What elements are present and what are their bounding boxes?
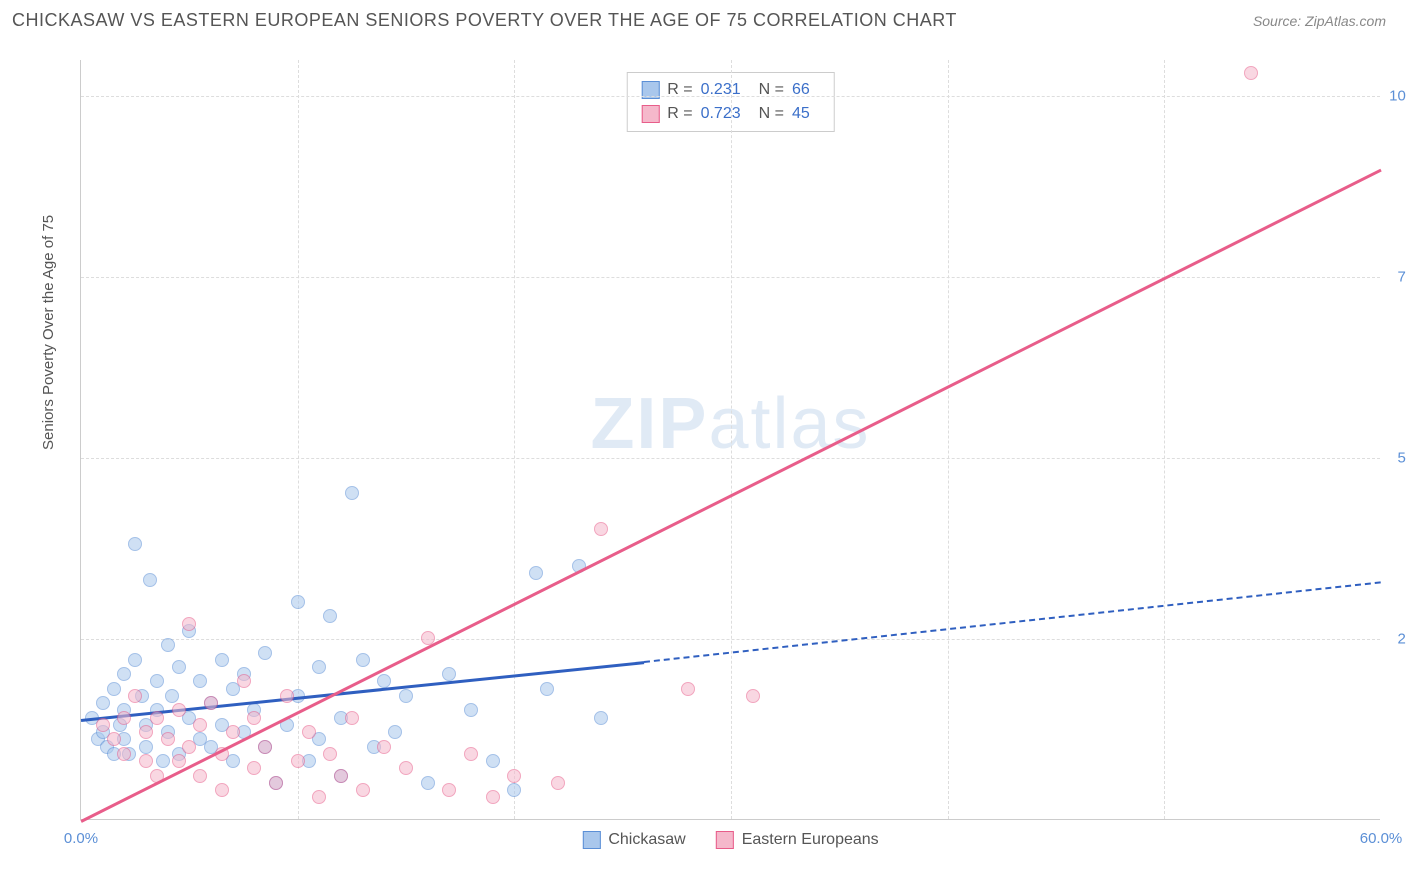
data-point bbox=[486, 754, 500, 768]
chart-header: CHICKASAW VS EASTERN EUROPEAN SENIORS PO… bbox=[0, 0, 1406, 36]
data-point bbox=[356, 653, 370, 667]
data-point bbox=[182, 617, 196, 631]
data-point bbox=[540, 682, 554, 696]
data-point bbox=[247, 711, 261, 725]
series-legend: Chickasaw Eastern Europeans bbox=[582, 831, 878, 849]
data-point bbox=[237, 674, 251, 688]
gridline-vertical bbox=[1164, 60, 1165, 819]
data-point bbox=[182, 740, 196, 754]
data-point bbox=[345, 486, 359, 500]
data-point bbox=[681, 682, 695, 696]
data-point bbox=[139, 725, 153, 739]
data-point bbox=[280, 689, 294, 703]
gridline-vertical bbox=[298, 60, 299, 819]
data-point bbox=[1244, 66, 1258, 80]
data-point bbox=[464, 703, 478, 717]
scatter-chart: Seniors Poverty Over the Age of 75 ZIPat… bbox=[50, 50, 1390, 840]
data-point bbox=[291, 754, 305, 768]
data-point bbox=[172, 754, 186, 768]
data-point bbox=[193, 769, 207, 783]
data-point bbox=[464, 747, 478, 761]
data-point bbox=[107, 682, 121, 696]
plot-region: ZIPatlas R = 0.231 N = 66 R = 0.723 N = … bbox=[80, 60, 1380, 820]
gridline-vertical bbox=[514, 60, 515, 819]
data-point bbox=[156, 754, 170, 768]
swatch-eastern-europeans bbox=[716, 831, 734, 849]
data-point bbox=[128, 653, 142, 667]
data-point bbox=[117, 747, 131, 761]
data-point bbox=[345, 711, 359, 725]
data-point bbox=[204, 696, 218, 710]
data-point bbox=[323, 747, 337, 761]
swatch-chickasaw bbox=[582, 831, 600, 849]
data-point bbox=[161, 638, 175, 652]
data-point bbox=[139, 754, 153, 768]
data-point bbox=[117, 711, 131, 725]
data-point bbox=[356, 783, 370, 797]
y-tick-label: 75.0% bbox=[1397, 269, 1406, 286]
swatch-eastern-europeans bbox=[641, 105, 659, 123]
data-point bbox=[399, 689, 413, 703]
data-point bbox=[172, 660, 186, 674]
data-point bbox=[107, 732, 121, 746]
data-point bbox=[594, 522, 608, 536]
y-tick-label: 100.0% bbox=[1389, 88, 1406, 105]
data-point bbox=[323, 609, 337, 623]
gridline-vertical bbox=[948, 60, 949, 819]
data-point bbox=[226, 725, 240, 739]
data-point bbox=[302, 725, 316, 739]
data-point bbox=[139, 740, 153, 754]
gridline-vertical bbox=[731, 60, 732, 819]
data-point bbox=[388, 725, 402, 739]
data-point bbox=[334, 769, 348, 783]
data-point bbox=[161, 732, 175, 746]
data-point bbox=[96, 718, 110, 732]
data-point bbox=[215, 783, 229, 797]
data-point bbox=[96, 696, 110, 710]
source-attribution: Source: ZipAtlas.com bbox=[1253, 13, 1386, 29]
data-point bbox=[215, 653, 229, 667]
data-point bbox=[128, 689, 142, 703]
data-point bbox=[442, 783, 456, 797]
data-point bbox=[258, 740, 272, 754]
data-point bbox=[746, 689, 760, 703]
data-point bbox=[421, 776, 435, 790]
data-point bbox=[193, 674, 207, 688]
data-point bbox=[143, 573, 157, 587]
data-point bbox=[594, 711, 608, 725]
data-point bbox=[150, 711, 164, 725]
x-tick-label: 60.0% bbox=[1360, 830, 1403, 847]
data-point bbox=[377, 740, 391, 754]
data-point bbox=[442, 667, 456, 681]
data-point bbox=[258, 646, 272, 660]
data-point bbox=[551, 776, 565, 790]
data-point bbox=[165, 689, 179, 703]
data-point bbox=[529, 566, 543, 580]
data-point bbox=[312, 660, 326, 674]
data-point bbox=[193, 718, 207, 732]
data-point bbox=[507, 769, 521, 783]
data-point bbox=[312, 790, 326, 804]
y-tick-label: 50.0% bbox=[1397, 450, 1406, 467]
data-point bbox=[117, 667, 131, 681]
data-point bbox=[399, 761, 413, 775]
legend-item-chickasaw: Chickasaw bbox=[582, 831, 685, 849]
x-tick-label: 0.0% bbox=[64, 830, 98, 847]
data-point bbox=[507, 783, 521, 797]
data-point bbox=[172, 703, 186, 717]
data-point bbox=[486, 790, 500, 804]
data-point bbox=[269, 776, 283, 790]
data-point bbox=[150, 674, 164, 688]
y-axis-label: Seniors Poverty Over the Age of 75 bbox=[40, 215, 57, 450]
data-point bbox=[247, 761, 261, 775]
data-point bbox=[291, 595, 305, 609]
y-tick-label: 25.0% bbox=[1397, 631, 1406, 648]
regression-line bbox=[644, 581, 1381, 663]
legend-item-eastern-europeans: Eastern Europeans bbox=[716, 831, 879, 849]
chart-title: CHICKASAW VS EASTERN EUROPEAN SENIORS PO… bbox=[12, 10, 957, 31]
data-point bbox=[128, 537, 142, 551]
